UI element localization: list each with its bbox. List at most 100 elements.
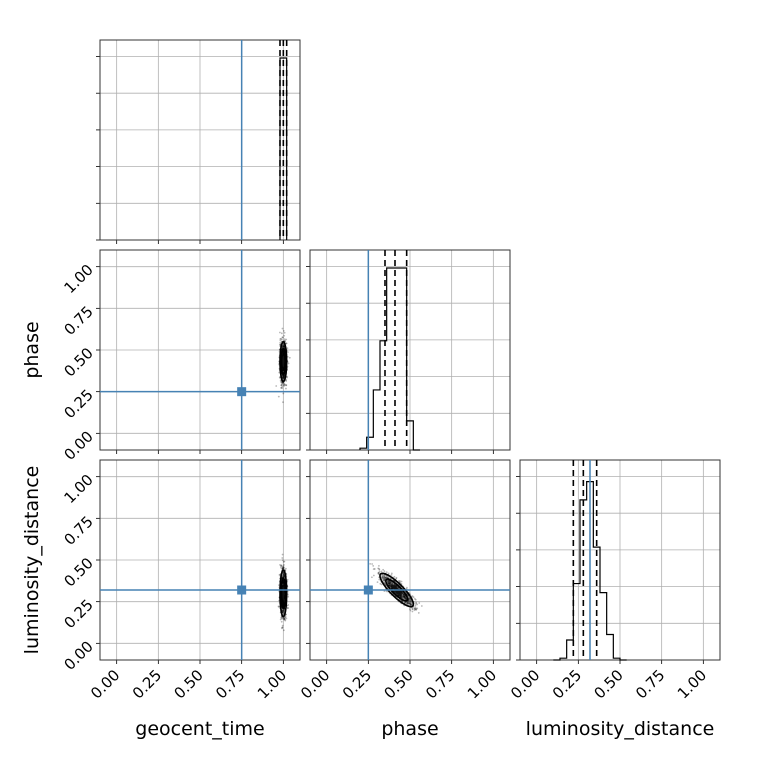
sample-point bbox=[282, 571, 285, 574]
sample-point bbox=[400, 594, 403, 597]
sample-point bbox=[285, 387, 287, 390]
sample-point bbox=[409, 601, 412, 604]
x-tick-label: 0.25 bbox=[129, 666, 165, 702]
sample-point bbox=[285, 384, 288, 387]
sample-point bbox=[286, 607, 289, 609]
x-tick-label: 0.25 bbox=[339, 666, 375, 702]
sample-point bbox=[410, 601, 413, 604]
sample-point bbox=[282, 610, 285, 613]
sample-point bbox=[389, 584, 392, 587]
sample-point bbox=[282, 584, 285, 586]
sample-point bbox=[287, 362, 290, 365]
sample-point bbox=[282, 369, 285, 372]
sample-point bbox=[408, 598, 410, 600]
sample-point bbox=[282, 354, 285, 357]
sample-point bbox=[282, 601, 285, 604]
sample-point bbox=[401, 592, 404, 595]
sample-point bbox=[282, 585, 285, 588]
x-tick-label: 0.00 bbox=[297, 666, 333, 702]
sample-point bbox=[280, 382, 283, 384]
sample-point bbox=[282, 601, 284, 603]
sample-point bbox=[402, 594, 405, 597]
sample-point bbox=[282, 613, 285, 616]
sample-point bbox=[282, 345, 285, 348]
sample-point bbox=[284, 616, 287, 619]
sample-point bbox=[391, 582, 394, 585]
sample-point bbox=[402, 594, 405, 597]
sample-point bbox=[281, 626, 284, 629]
sample-point bbox=[390, 582, 393, 585]
sample-point bbox=[414, 606, 417, 609]
sample-point bbox=[282, 563, 285, 566]
sample-point bbox=[278, 376, 281, 379]
sample-point bbox=[281, 557, 284, 559]
sample-point bbox=[280, 386, 283, 389]
y-tick-label: 0.25 bbox=[60, 596, 96, 632]
sample-point bbox=[384, 576, 387, 579]
sample-point bbox=[282, 369, 285, 372]
sample-point bbox=[400, 596, 402, 599]
sample-point bbox=[391, 587, 394, 590]
panel-frame bbox=[309, 459, 511, 661]
sample-point bbox=[384, 576, 387, 579]
sample-point bbox=[281, 584, 284, 587]
y-tick-label: 1.00 bbox=[60, 471, 96, 507]
sample-point bbox=[390, 585, 393, 588]
sample-point bbox=[402, 593, 405, 596]
sample-point bbox=[389, 580, 391, 583]
sample-point bbox=[282, 345, 285, 348]
sample-point bbox=[281, 387, 284, 389]
sample-point bbox=[282, 617, 284, 620]
sample-point bbox=[382, 577, 385, 580]
sample-point bbox=[377, 567, 380, 570]
sample-point bbox=[282, 611, 284, 614]
sample-point bbox=[282, 377, 285, 379]
sample-point bbox=[411, 595, 414, 597]
sample-point bbox=[400, 591, 403, 594]
sample-point bbox=[402, 595, 404, 598]
sample-point bbox=[405, 597, 408, 600]
sample-point bbox=[402, 593, 405, 596]
sample-point bbox=[408, 599, 410, 602]
sample-point bbox=[282, 353, 285, 356]
sample-point bbox=[377, 564, 380, 567]
sample-point bbox=[282, 582, 285, 584]
sample-point bbox=[282, 602, 284, 605]
sample-point bbox=[377, 571, 380, 574]
histogram-phase bbox=[359, 267, 420, 451]
sample-point bbox=[407, 602, 410, 604]
sample-point bbox=[400, 594, 403, 597]
sample-point bbox=[372, 568, 375, 570]
sample-point bbox=[401, 596, 404, 599]
sample-point bbox=[402, 597, 405, 600]
sample-point bbox=[378, 568, 381, 571]
sample-point bbox=[389, 584, 392, 587]
sample-point bbox=[401, 592, 404, 595]
sample-point bbox=[282, 367, 285, 370]
sample-point bbox=[282, 352, 285, 355]
sample-point bbox=[393, 591, 396, 593]
sample-point bbox=[409, 602, 412, 605]
sample-point bbox=[407, 601, 410, 604]
sample-point bbox=[283, 383, 286, 385]
sample-point bbox=[282, 376, 285, 379]
sample-point bbox=[383, 574, 386, 577]
sample-point bbox=[387, 582, 390, 584]
sample-point bbox=[383, 575, 385, 578]
panel-1-1 bbox=[306, 249, 511, 454]
sample-point bbox=[395, 576, 398, 579]
sample-point bbox=[403, 597, 406, 600]
sample-point bbox=[282, 600, 285, 602]
sample-point bbox=[414, 608, 417, 611]
sample-point bbox=[281, 336, 284, 339]
sample-point bbox=[397, 594, 400, 597]
sample-point bbox=[283, 609, 285, 612]
sample-point bbox=[387, 581, 390, 584]
sample-point bbox=[282, 345, 284, 347]
sample-point bbox=[388, 582, 391, 585]
sample-point bbox=[383, 581, 386, 584]
sample-point bbox=[391, 587, 394, 590]
sample-point bbox=[413, 597, 416, 600]
sample-point bbox=[282, 368, 285, 371]
sample-point bbox=[277, 605, 280, 608]
